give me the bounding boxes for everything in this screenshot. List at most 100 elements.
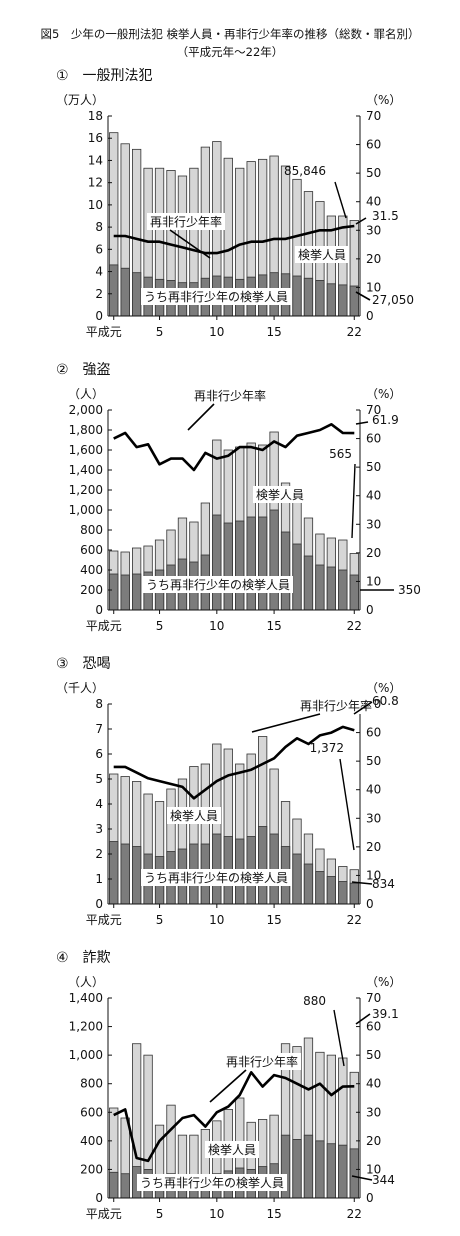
left-tick-label: 800 (80, 1077, 103, 1091)
x-tick-label: 10 (209, 619, 224, 633)
left-tick-label: 2 (95, 847, 103, 861)
left-tick-label: 200 (80, 1162, 103, 1176)
bar-repeat (281, 532, 289, 610)
right-tick-label: 30 (366, 1105, 381, 1119)
bar-repeat (316, 565, 324, 610)
left-tick-label: 16 (88, 131, 103, 145)
rate-line-label: 再非行少年率 (194, 388, 266, 403)
bar-repeat (258, 517, 266, 610)
rate-line-pointer (210, 1070, 246, 1102)
x-tick-label: 15 (266, 325, 281, 339)
bar-repeat (224, 523, 232, 610)
right-axis-unit: （%） (366, 975, 401, 989)
bar-repeat (132, 273, 140, 316)
x-tick-label: 5 (156, 619, 164, 633)
left-tick-label: 0 (95, 309, 103, 323)
left-tick-label: 0 (95, 1191, 103, 1205)
bar-repeat (293, 276, 301, 316)
left-tick-label: 8 (95, 220, 103, 234)
figure-title: 図5 少年の一般刑法犯 検挙人員・再非行少年率の推移（総数・罪名別） (0, 26, 460, 42)
left-tick-label: 0 (95, 603, 103, 617)
total-last-value: 880 (303, 994, 326, 1008)
right-tick-label: 60 (366, 138, 381, 152)
x-tick-label: 平成元 (86, 325, 122, 339)
bar-repeat (293, 1139, 301, 1198)
rate-line-label: 再非行少年率 (226, 1054, 298, 1069)
bar-repeat (350, 883, 358, 904)
x-tick-label: 15 (266, 1207, 281, 1221)
bar-repeat (110, 574, 118, 610)
bar-repeat (258, 827, 266, 905)
right-tick-label: 30 (366, 517, 381, 531)
right-tick-label: 30 (366, 223, 381, 237)
left-tick-label: 7 (95, 722, 103, 736)
left-tick-label: 1,800 (69, 423, 103, 437)
left-tick-label: 6 (95, 242, 103, 256)
right-tick-label: 0 (366, 1191, 374, 1205)
right-axis-unit: （%） (366, 387, 401, 401)
bar-repeat (327, 877, 335, 905)
bar-repeat (110, 265, 118, 316)
bar-repeat (339, 570, 347, 610)
rate-last-value: 31.5 (372, 209, 399, 223)
bar-repeat (236, 521, 244, 610)
rate-line-pointer (188, 404, 214, 430)
left-tick-label: 4 (95, 797, 103, 811)
bar-repeat (316, 1141, 324, 1198)
left-tick-label: 2,000 (69, 403, 103, 417)
total-last-pointer (340, 759, 354, 850)
right-tick-label: 60 (366, 726, 381, 740)
rate-last-value: 61.9 (372, 413, 399, 427)
total-bar-label: 検挙人員 (170, 809, 218, 823)
total-last-pointer (352, 464, 355, 538)
x-tick-label: 22 (347, 325, 362, 339)
bar-repeat (110, 842, 118, 905)
right-tick-label: 60 (366, 432, 381, 446)
left-tick-label: 3 (95, 822, 103, 836)
left-tick-label: 1,000 (69, 1048, 103, 1062)
x-tick-label: 平成元 (86, 1207, 122, 1221)
panel-title: ④ 詐欺 (56, 950, 111, 966)
right-axis-unit: （%） (366, 681, 401, 695)
rate-last-value: 39.1 (372, 1007, 399, 1021)
bar-repeat (316, 280, 324, 316)
right-tick-label: 70 (366, 109, 381, 123)
bar-repeat (293, 544, 301, 610)
bar-repeat (121, 1174, 129, 1198)
right-tick-label: 20 (366, 840, 381, 854)
bar-repeat (304, 1135, 312, 1198)
right-tick-label: 10 (366, 574, 381, 588)
right-tick-label: 20 (366, 546, 381, 560)
repeat-bar-label: うち再非行少年の検挙人員 (140, 1176, 284, 1190)
bar-repeat (327, 567, 335, 610)
left-tick-label: 6 (95, 747, 103, 761)
right-tick-label: 20 (366, 1134, 381, 1148)
bar-repeat (316, 872, 324, 905)
bar-repeat (293, 854, 301, 904)
repeat-last-value: 344 (372, 1173, 395, 1187)
bar-repeat (339, 285, 347, 316)
bar-repeat (121, 575, 129, 610)
left-tick-label: 400 (80, 1134, 103, 1148)
left-tick-label: 10 (88, 198, 103, 212)
left-tick-label: 600 (80, 543, 103, 557)
left-tick-label: 12 (88, 176, 103, 190)
bar-repeat (327, 284, 335, 316)
bar-repeat (304, 556, 312, 610)
x-tick-label: 22 (347, 913, 362, 927)
repeat-bar-label: うち再非行少年の検挙人員 (144, 871, 288, 885)
right-tick-label: 40 (366, 489, 381, 503)
left-axis-unit: （万人） (56, 93, 104, 107)
bar-repeat (132, 574, 140, 610)
x-tick-label: 15 (266, 913, 281, 927)
rate-line-pointer (252, 714, 320, 732)
bar-repeat (327, 1144, 335, 1198)
rate-line (114, 424, 355, 470)
panel-title: ③ 恐喝 (56, 656, 111, 672)
bar-repeat (350, 1149, 358, 1198)
left-tick-label: 200 (80, 583, 103, 597)
total-last-value: 85,846 (284, 164, 326, 178)
repeat-bar-label: うち再非行少年の検挙人員 (144, 290, 288, 304)
left-tick-label: 800 (80, 523, 103, 537)
